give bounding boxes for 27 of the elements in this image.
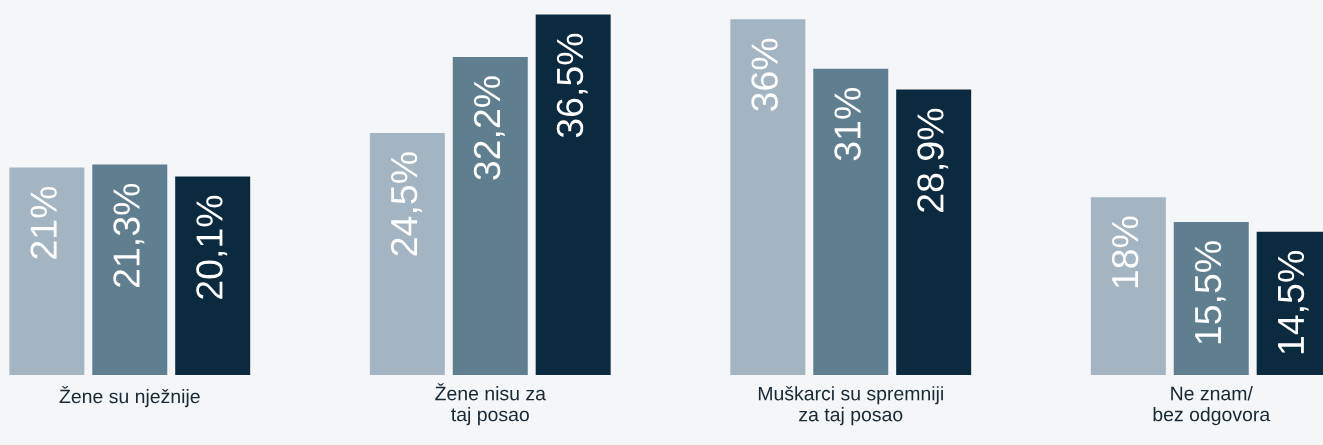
data-label: 31% xyxy=(834,88,861,161)
bar xyxy=(369,132,445,375)
x-tick-label: Žene su nježnije xyxy=(59,386,200,408)
x-tick-label: Žene nisu za taj posao xyxy=(435,383,546,426)
data-label: 21% xyxy=(30,186,57,259)
bar xyxy=(535,14,611,375)
data-label: 14,5% xyxy=(1277,251,1309,354)
data-label: 18% xyxy=(1111,216,1139,288)
bar xyxy=(9,167,85,375)
bar xyxy=(175,176,251,375)
bar xyxy=(1173,221,1249,375)
data-label: 24,5% xyxy=(390,152,422,256)
data-label: 28,9% xyxy=(917,108,949,212)
data-label: 21,3% xyxy=(113,183,145,288)
bar xyxy=(452,56,528,375)
x-tick-label: Muškarci su spremniji za taj posao xyxy=(758,386,943,426)
data-label: 15,5% xyxy=(1194,241,1226,344)
x-tick-label: Ne znam/ bez odgovora xyxy=(1153,386,1271,426)
bar xyxy=(730,19,806,375)
data-label: 32,2% xyxy=(473,76,505,180)
bar xyxy=(1090,197,1166,375)
data-label: 36,5% xyxy=(556,33,588,138)
data-label: 36% xyxy=(751,38,778,111)
bar xyxy=(92,164,168,375)
bar xyxy=(896,89,972,375)
bar xyxy=(813,68,889,375)
data-label: 20,1% xyxy=(196,195,228,299)
